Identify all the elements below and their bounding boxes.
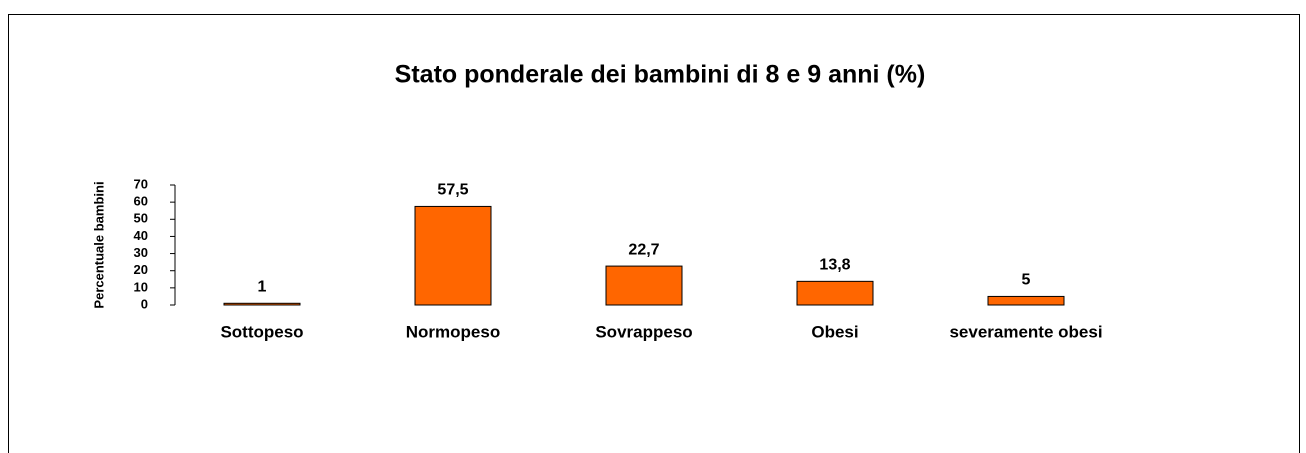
y-tick-label: 60 [134, 194, 148, 209]
y-tick-label: 70 [134, 176, 148, 191]
frame [8, 14, 1300, 453]
value-label: 5 [1022, 272, 1031, 289]
y-tick-label: 10 [134, 279, 148, 294]
x-tick-label: Obesi [811, 322, 858, 341]
bar [605, 265, 683, 306]
bar [223, 302, 301, 306]
value-label: 13,8 [819, 257, 850, 274]
y-tick-label: 30 [134, 245, 148, 260]
chart-title: Stato ponderale dei bambini di 8 e 9 ann… [395, 61, 926, 89]
y-tick-label: 40 [134, 228, 148, 243]
bar [796, 280, 874, 306]
x-tick-label: severamente obesi [949, 322, 1102, 341]
bar [414, 205, 492, 306]
bar [987, 295, 1065, 306]
y-tick-label: 0 [141, 296, 148, 311]
y-tick-label: 20 [134, 262, 148, 277]
y-axis-label: Percentuale bambini [91, 181, 106, 308]
value-label: 22,7 [628, 241, 659, 258]
y-tick-label: 50 [134, 211, 148, 226]
value-label: 57,5 [437, 182, 468, 199]
x-tick-label: Sovrappeso [595, 322, 692, 341]
x-tick-label: Sottopeso [220, 322, 303, 341]
x-tick-label: Normopeso [406, 322, 500, 341]
value-label: 1 [258, 279, 267, 296]
